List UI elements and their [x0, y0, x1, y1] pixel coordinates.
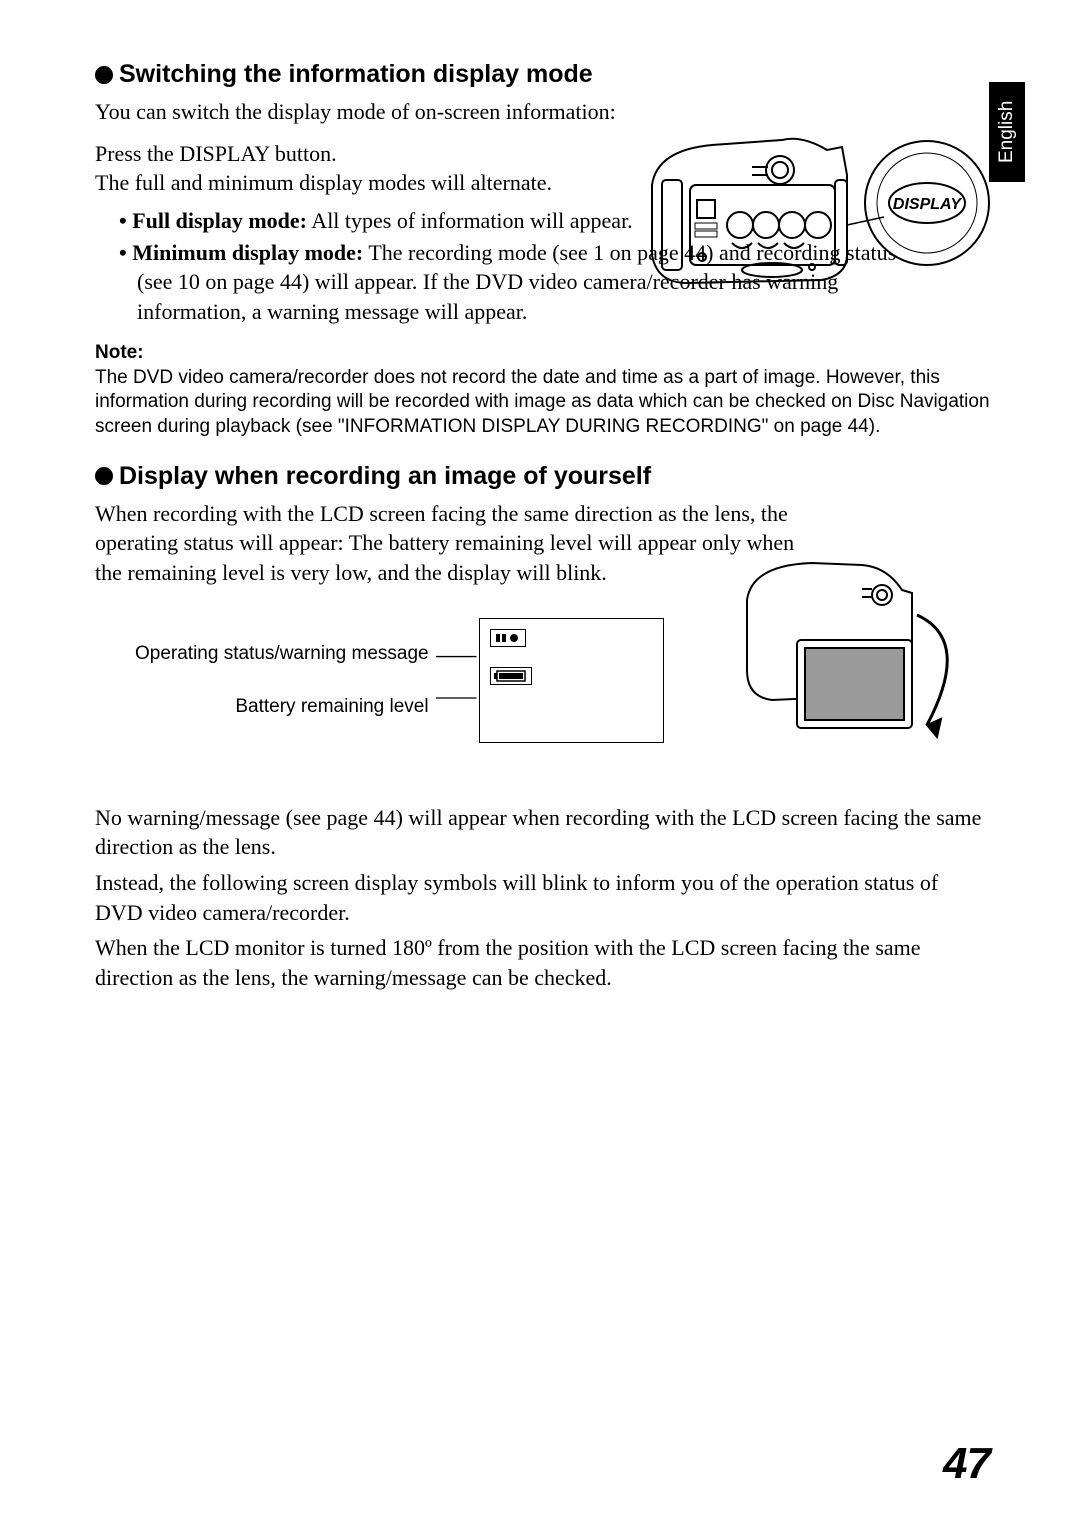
section2-para2: No warning/message (see page 44) will ap… [95, 803, 990, 862]
note-block: Note: The DVD video camera/recorder does… [95, 341, 990, 440]
display-modes-list: Full display mode: All types of informat… [95, 206, 655, 327]
full-display-item: Full display mode: All types of informat… [119, 206, 655, 236]
min-display-label: Minimum display mode: [132, 240, 363, 265]
language-tab: English [989, 82, 1025, 182]
callout-lines [429, 635, 479, 725]
battery-icon [490, 667, 532, 685]
status-label: Operating status/warning message [135, 627, 429, 680]
section1-heading: Switching the information display mode [95, 60, 990, 89]
press-line: Press the DISPLAY button. [95, 141, 337, 166]
full-display-label: Full display mode: [132, 208, 307, 233]
camera-flip-figure [712, 545, 992, 765]
battery-label: Battery remaining level [135, 680, 429, 733]
status-icon [490, 629, 526, 647]
manual-page: English Switching the information displa… [0, 0, 1080, 1529]
full-display-text: All types of information will appear. [307, 208, 633, 233]
note-body: The DVD video camera/recorder does not r… [95, 367, 990, 437]
section1-heading-text: Switching the information display mode [119, 60, 593, 89]
section2-para4: When the LCD monitor is turned 180º from… [95, 933, 990, 992]
lcd-box [479, 618, 664, 743]
section1-intro: You can switch the display mode of on-sc… [95, 97, 990, 127]
section2-intro: When recording with the LCD screen facin… [95, 499, 815, 588]
section2-para3: Instead, the following screen display sy… [95, 868, 990, 927]
lcd-labels: Operating status/warning message Battery… [135, 627, 429, 733]
display-button-label: DISPLAY [893, 196, 962, 213]
page-number: 47 [943, 1439, 990, 1489]
section2-heading-text: Display when recording an image of yours… [119, 462, 651, 491]
section1-instructions: Press the DISPLAY button. The full and m… [95, 139, 655, 198]
camera-side-figure: DISPLAY [632, 125, 992, 305]
section2-heading: Display when recording an image of yours… [95, 462, 990, 491]
note-heading: Note: [95, 342, 144, 363]
alternate-line: The full and minimum display modes will … [95, 170, 552, 195]
